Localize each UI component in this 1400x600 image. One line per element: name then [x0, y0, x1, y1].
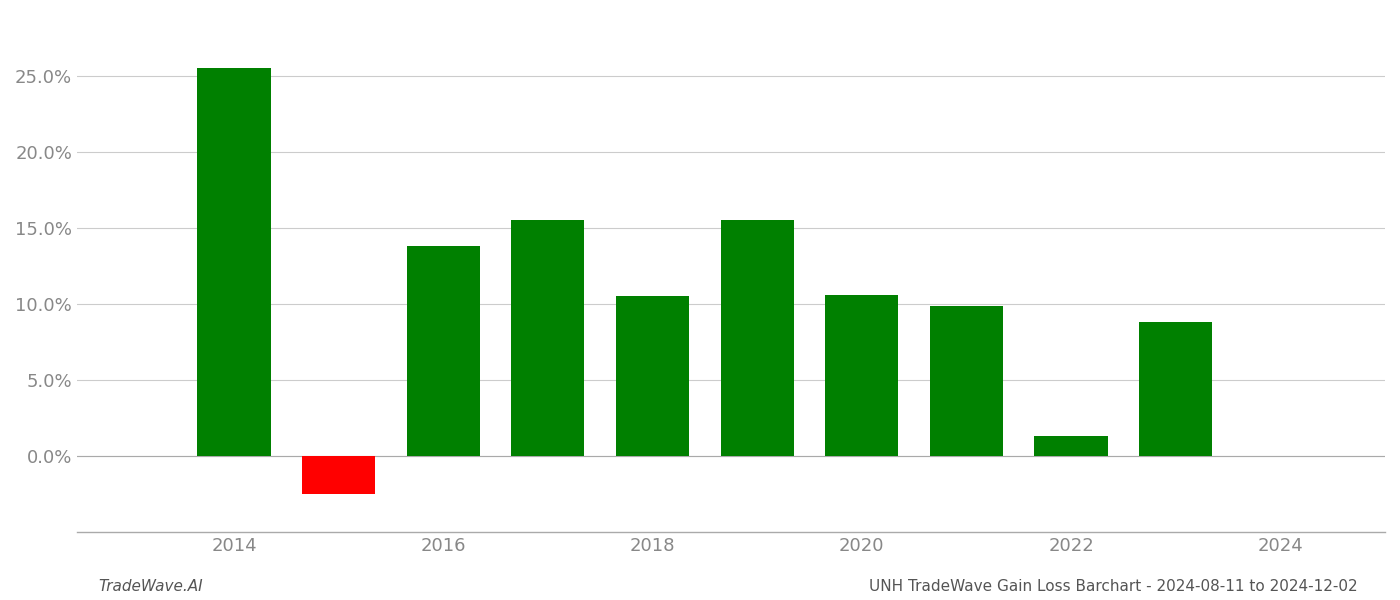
Bar: [825, 295, 899, 456]
Bar: [1140, 322, 1212, 456]
Bar: [721, 220, 794, 456]
Bar: [616, 296, 689, 456]
Bar: [1035, 436, 1107, 456]
Bar: [197, 68, 270, 456]
Bar: [930, 305, 1002, 456]
Text: UNH TradeWave Gain Loss Barchart - 2024-08-11 to 2024-12-02: UNH TradeWave Gain Loss Barchart - 2024-…: [869, 579, 1358, 594]
Bar: [406, 246, 480, 456]
Bar: [511, 220, 584, 456]
Bar: [302, 456, 375, 494]
Text: TradeWave.AI: TradeWave.AI: [98, 579, 203, 594]
